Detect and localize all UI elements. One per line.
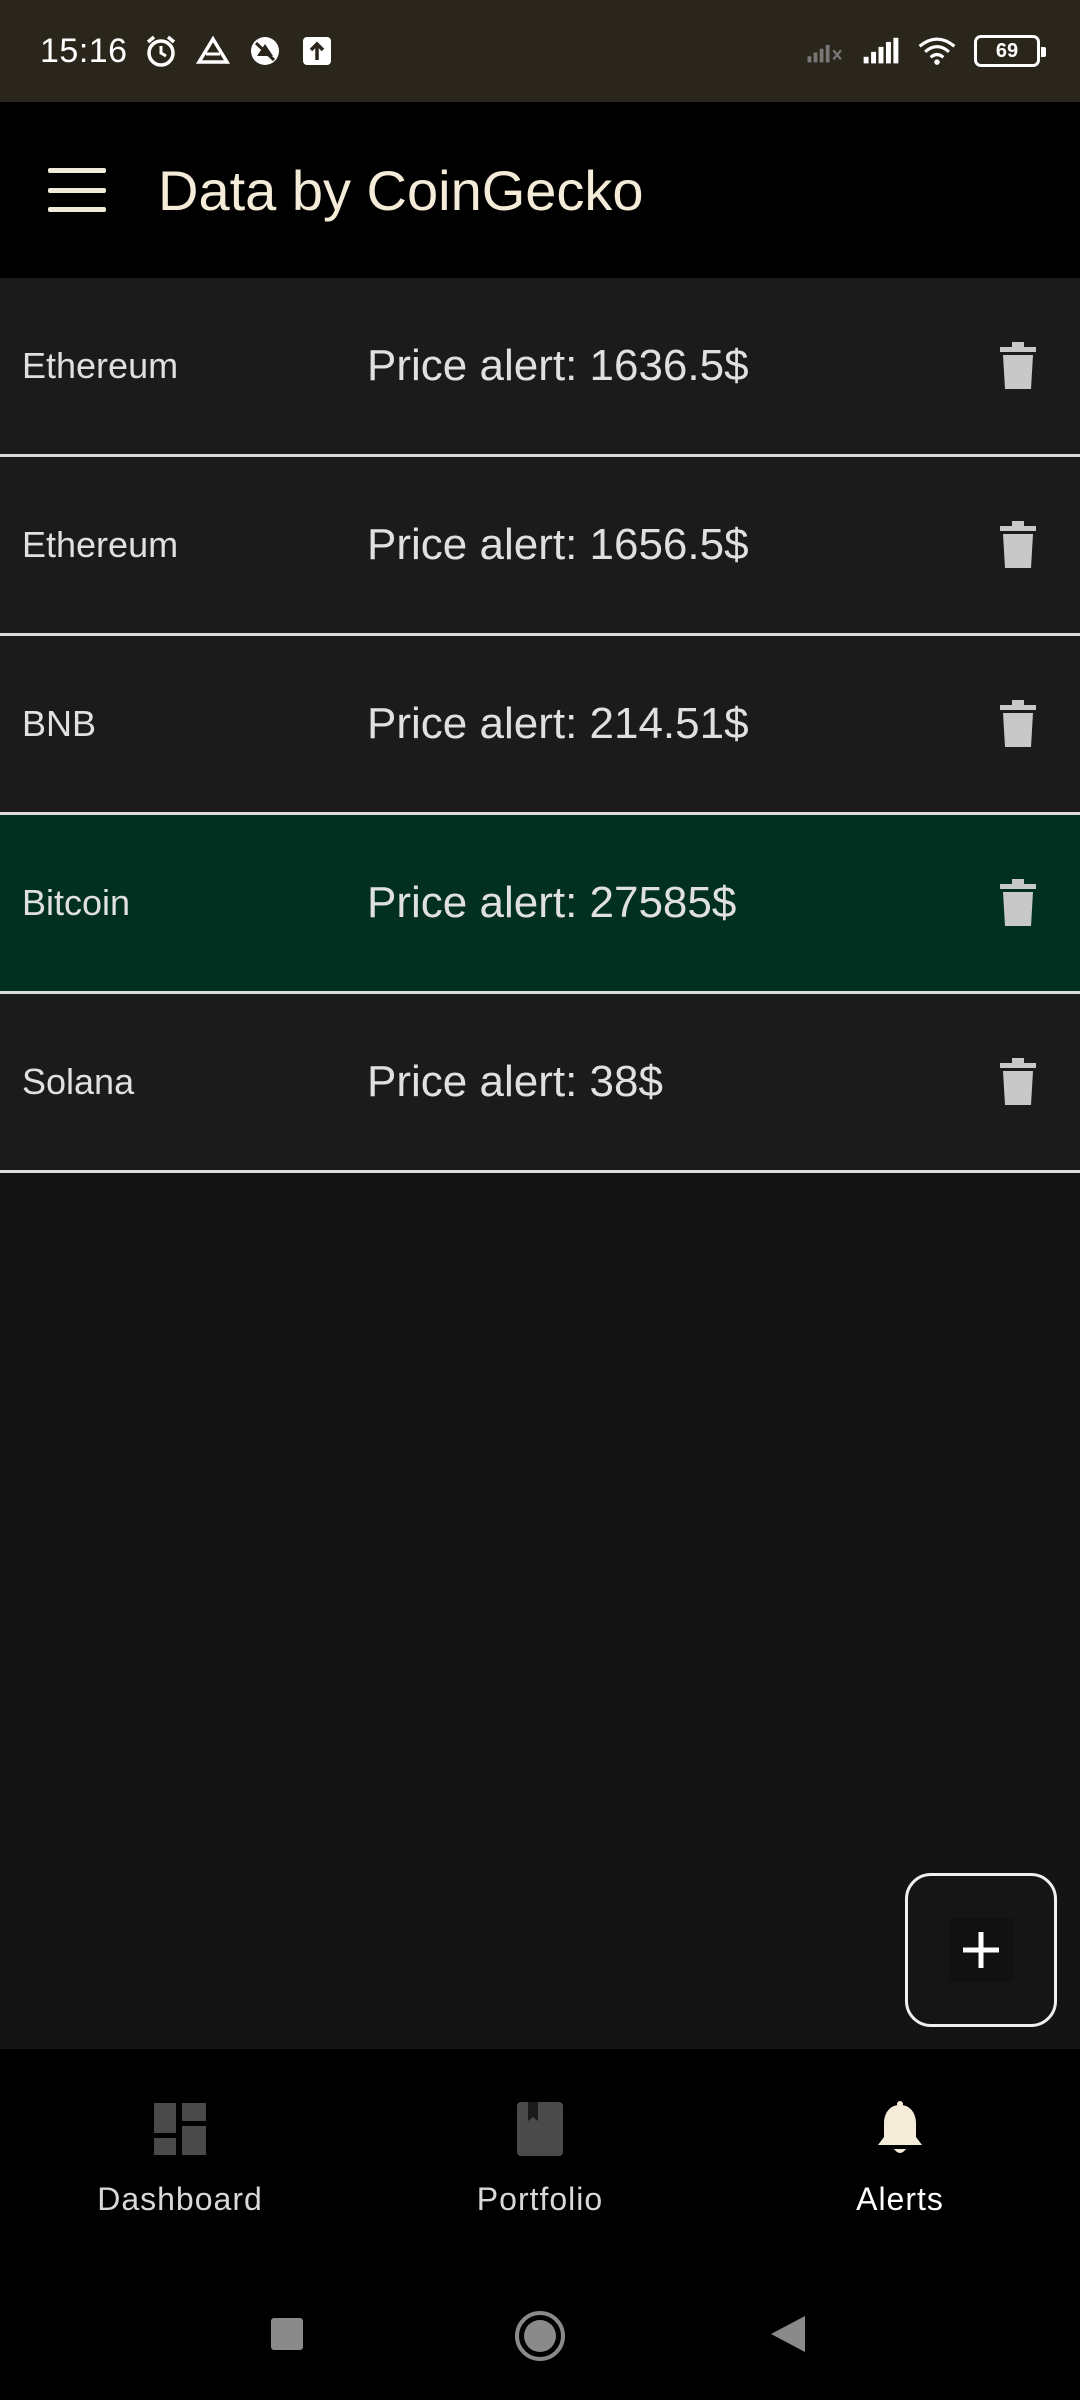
alert-list: Ethereum Price alert: 1636.5$ Ethereum P… (0, 278, 1080, 1173)
price-alert-text: Price alert: 1636.5$ (367, 341, 749, 390)
trash-icon[interactable] (986, 1050, 1050, 1114)
price-alert-text: Price alert: 38$ (367, 1057, 663, 1106)
trash-icon[interactable] (986, 513, 1050, 577)
status-bar: 15:16 69 (0, 0, 1080, 102)
alert-row[interactable]: Solana Price alert: 38$ (0, 994, 1080, 1173)
app-bar: Data by CoinGecko (0, 102, 1080, 278)
nav-label: Alerts (856, 2181, 944, 2217)
alarm-icon (142, 32, 180, 70)
price-alert-text: Price alert: 27585$ (367, 878, 737, 927)
back-button[interactable] (768, 2314, 808, 2354)
status-left: 15:16 (40, 32, 336, 71)
trash-icon[interactable] (986, 334, 1050, 398)
signal-icon (862, 32, 900, 70)
price-alert-text: Price alert: 214.51$ (367, 699, 749, 748)
recents-button[interactable] (269, 2316, 305, 2352)
wifi-icon (918, 32, 956, 70)
upload-icon (298, 32, 336, 70)
add-alert-button[interactable] (905, 1873, 1057, 2027)
coin-name: BNB (22, 703, 97, 744)
status-right: 69 (806, 32, 1046, 70)
coin-name: Ethereum (22, 345, 179, 386)
page-title: Data by CoinGecko (158, 158, 644, 222)
plus-icon (949, 1918, 1013, 1982)
hamburger-menu-icon[interactable] (48, 168, 106, 212)
nav-item-portfolio[interactable]: Portfolio (360, 2049, 720, 2274)
system-nav-bar (0, 2274, 1080, 2400)
coin-name: Solana (22, 1061, 135, 1102)
bell-icon (870, 2099, 930, 2159)
alert-row[interactable]: Ethereum Price alert: 1656.5$ (0, 457, 1080, 636)
nav-item-alerts[interactable]: Alerts (720, 2049, 1080, 2274)
portfolio-icon (510, 2099, 570, 2159)
price-alert-text: Price alert: 1656.5$ (367, 520, 749, 569)
alert-row[interactable]: Ethereum Price alert: 1636.5$ (0, 278, 1080, 457)
trash-icon[interactable] (986, 871, 1050, 935)
alert-row[interactable]: BNB Price alert: 214.51$ (0, 636, 1080, 815)
nav-label: Dashboard (97, 2181, 263, 2217)
alert-row-highlighted[interactable]: Bitcoin Price alert: 27585$ (0, 815, 1080, 994)
dashboard-icon (150, 2099, 210, 2159)
battery-icon: 69 (974, 35, 1046, 67)
coin-name: Ethereum (22, 524, 179, 565)
nav-item-dashboard[interactable]: Dashboard (0, 2049, 360, 2274)
home-button[interactable] (512, 2308, 568, 2364)
status-time: 15:16 (40, 31, 128, 70)
trash-icon[interactable] (986, 692, 1050, 756)
bottom-nav: Dashboard Portfolio Alerts (0, 2049, 1080, 2274)
vpn-icon (246, 32, 284, 70)
signal-off-icon (806, 32, 844, 70)
nav-label: Portfolio (476, 2181, 604, 2217)
coin-name: Bitcoin (22, 882, 131, 923)
drive-icon (194, 32, 232, 70)
